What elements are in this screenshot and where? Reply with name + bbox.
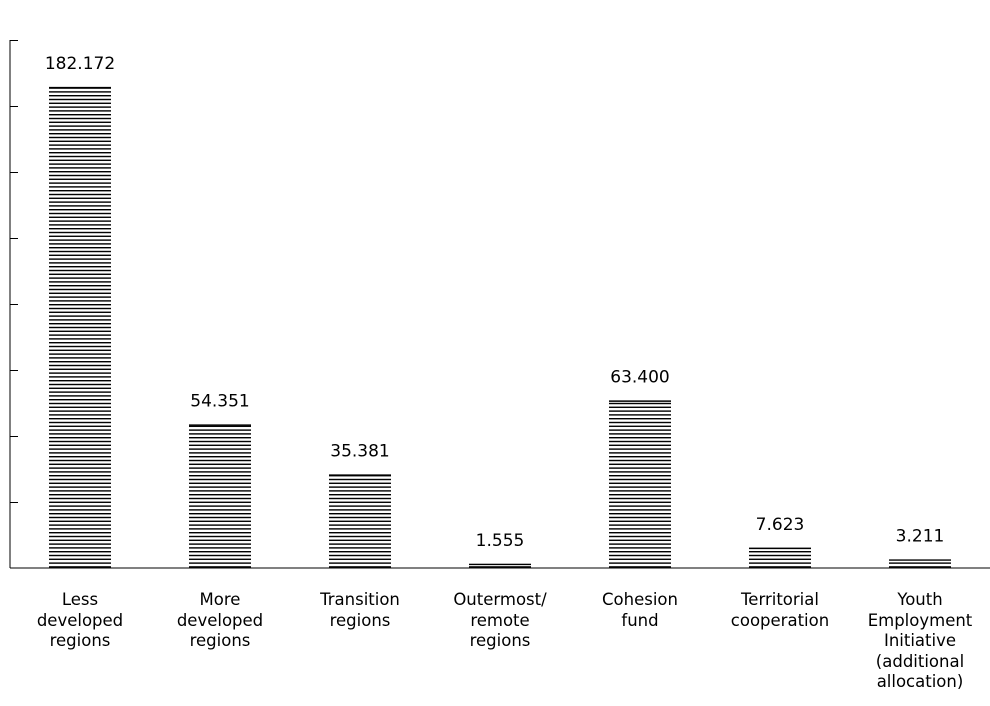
bar-2: [189, 424, 251, 568]
bar-fill: [609, 400, 671, 568]
bar-4: [469, 563, 531, 568]
value-label: 63.400: [610, 368, 669, 388]
bar-fill: [889, 559, 951, 568]
category-label: Less developed regions: [36, 590, 124, 650]
bar-fill: [189, 424, 251, 568]
bar-5: [609, 400, 671, 568]
bar-fill: [49, 87, 111, 568]
category-label: Outermost/ remote regions: [453, 590, 547, 650]
bar-fill: [329, 474, 391, 568]
category-label: More developed regions: [176, 590, 264, 650]
bars: [49, 86, 951, 568]
bar-fill: [749, 547, 811, 568]
bar-7: [889, 559, 951, 568]
value-label: 3.211: [896, 527, 945, 547]
category-label: Cohesion fund: [602, 590, 678, 630]
value-label: 54.351: [190, 392, 249, 412]
category-label: Territorial cooperation: [730, 590, 830, 630]
bar-3: [329, 474, 391, 568]
value-label: 182.172: [45, 54, 115, 74]
value-label: 7.623: [756, 515, 805, 535]
axes: [9, 40, 990, 569]
value-labels: 182.172 54.351 35.381 1.555 63.400 7.623 3.211: [45, 54, 944, 551]
bar-fill: [469, 563, 531, 568]
bar-1: [49, 86, 111, 568]
bar-6: [749, 547, 811, 568]
category-label: Youth Employment Initiative (additional …: [867, 590, 973, 691]
value-label: 1.555: [476, 531, 525, 551]
category-label: Transition regions: [320, 590, 400, 630]
value-label: 35.381: [330, 442, 389, 462]
